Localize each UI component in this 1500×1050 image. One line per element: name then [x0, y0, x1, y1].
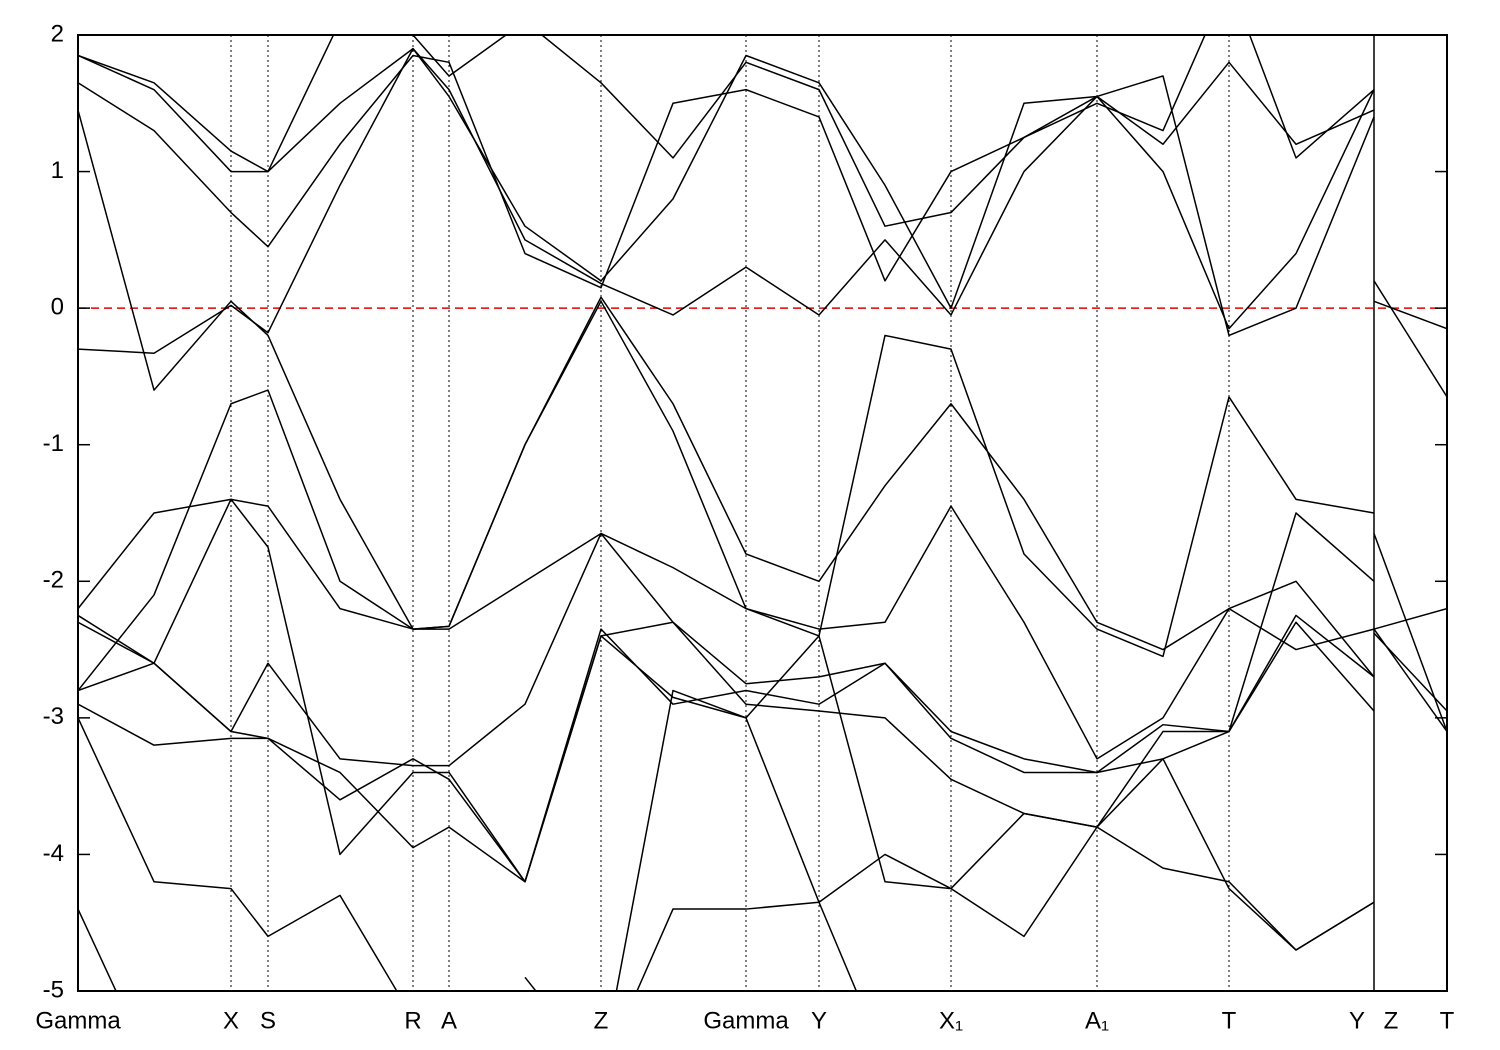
x-tick-label: X₁	[939, 1007, 963, 1034]
x-tick-label: T	[1222, 1007, 1237, 1034]
band-line	[78, 47, 1447, 354]
y-tick-label: 2	[51, 20, 64, 47]
band-line	[78, 498, 1375, 883]
band-line	[78, 300, 1447, 712]
guides	[77, 35, 1448, 991]
x-tick-label: Gamma	[703, 1007, 789, 1034]
x-tick-label: S	[260, 1007, 276, 1034]
y-tick-label: -5	[43, 976, 64, 1003]
band-line	[78, 47, 1447, 398]
y-tick-label: -2	[43, 567, 64, 594]
y-tick-label: 1	[51, 157, 64, 184]
bands	[78, 35, 1447, 991]
band-line	[78, 901, 858, 991]
y-tick-label: 0	[51, 293, 64, 320]
x-tick-label: Gamma	[35, 1007, 121, 1034]
x-tick-label: Y	[1349, 1007, 1365, 1034]
x-tick-label: Z	[1384, 1007, 1399, 1034]
x-tick-label: Y	[811, 1007, 827, 1034]
y-tick-label: -4	[43, 840, 64, 867]
y-tick-label: -1	[43, 430, 64, 457]
x-tick-label: R	[404, 1007, 421, 1034]
y-tick-label: -3	[43, 703, 64, 730]
band-line	[78, 389, 1447, 760]
x-tick-label: A	[441, 1007, 457, 1034]
x-tick-label: X	[223, 1007, 239, 1034]
plot-frame	[77, 34, 1448, 992]
band-line	[78, 512, 1375, 774]
x-tick-label: Z	[594, 1007, 609, 1034]
band-line	[78, 35, 1375, 227]
band-line	[78, 54, 1447, 630]
band-line	[78, 689, 1375, 991]
band-line	[78, 621, 1375, 883]
x-tick-label: T	[1440, 1007, 1455, 1034]
band-line	[78, 622, 1447, 950]
x-tick-label: A₁	[1085, 1007, 1109, 1034]
band-line	[78, 109, 1447, 732]
